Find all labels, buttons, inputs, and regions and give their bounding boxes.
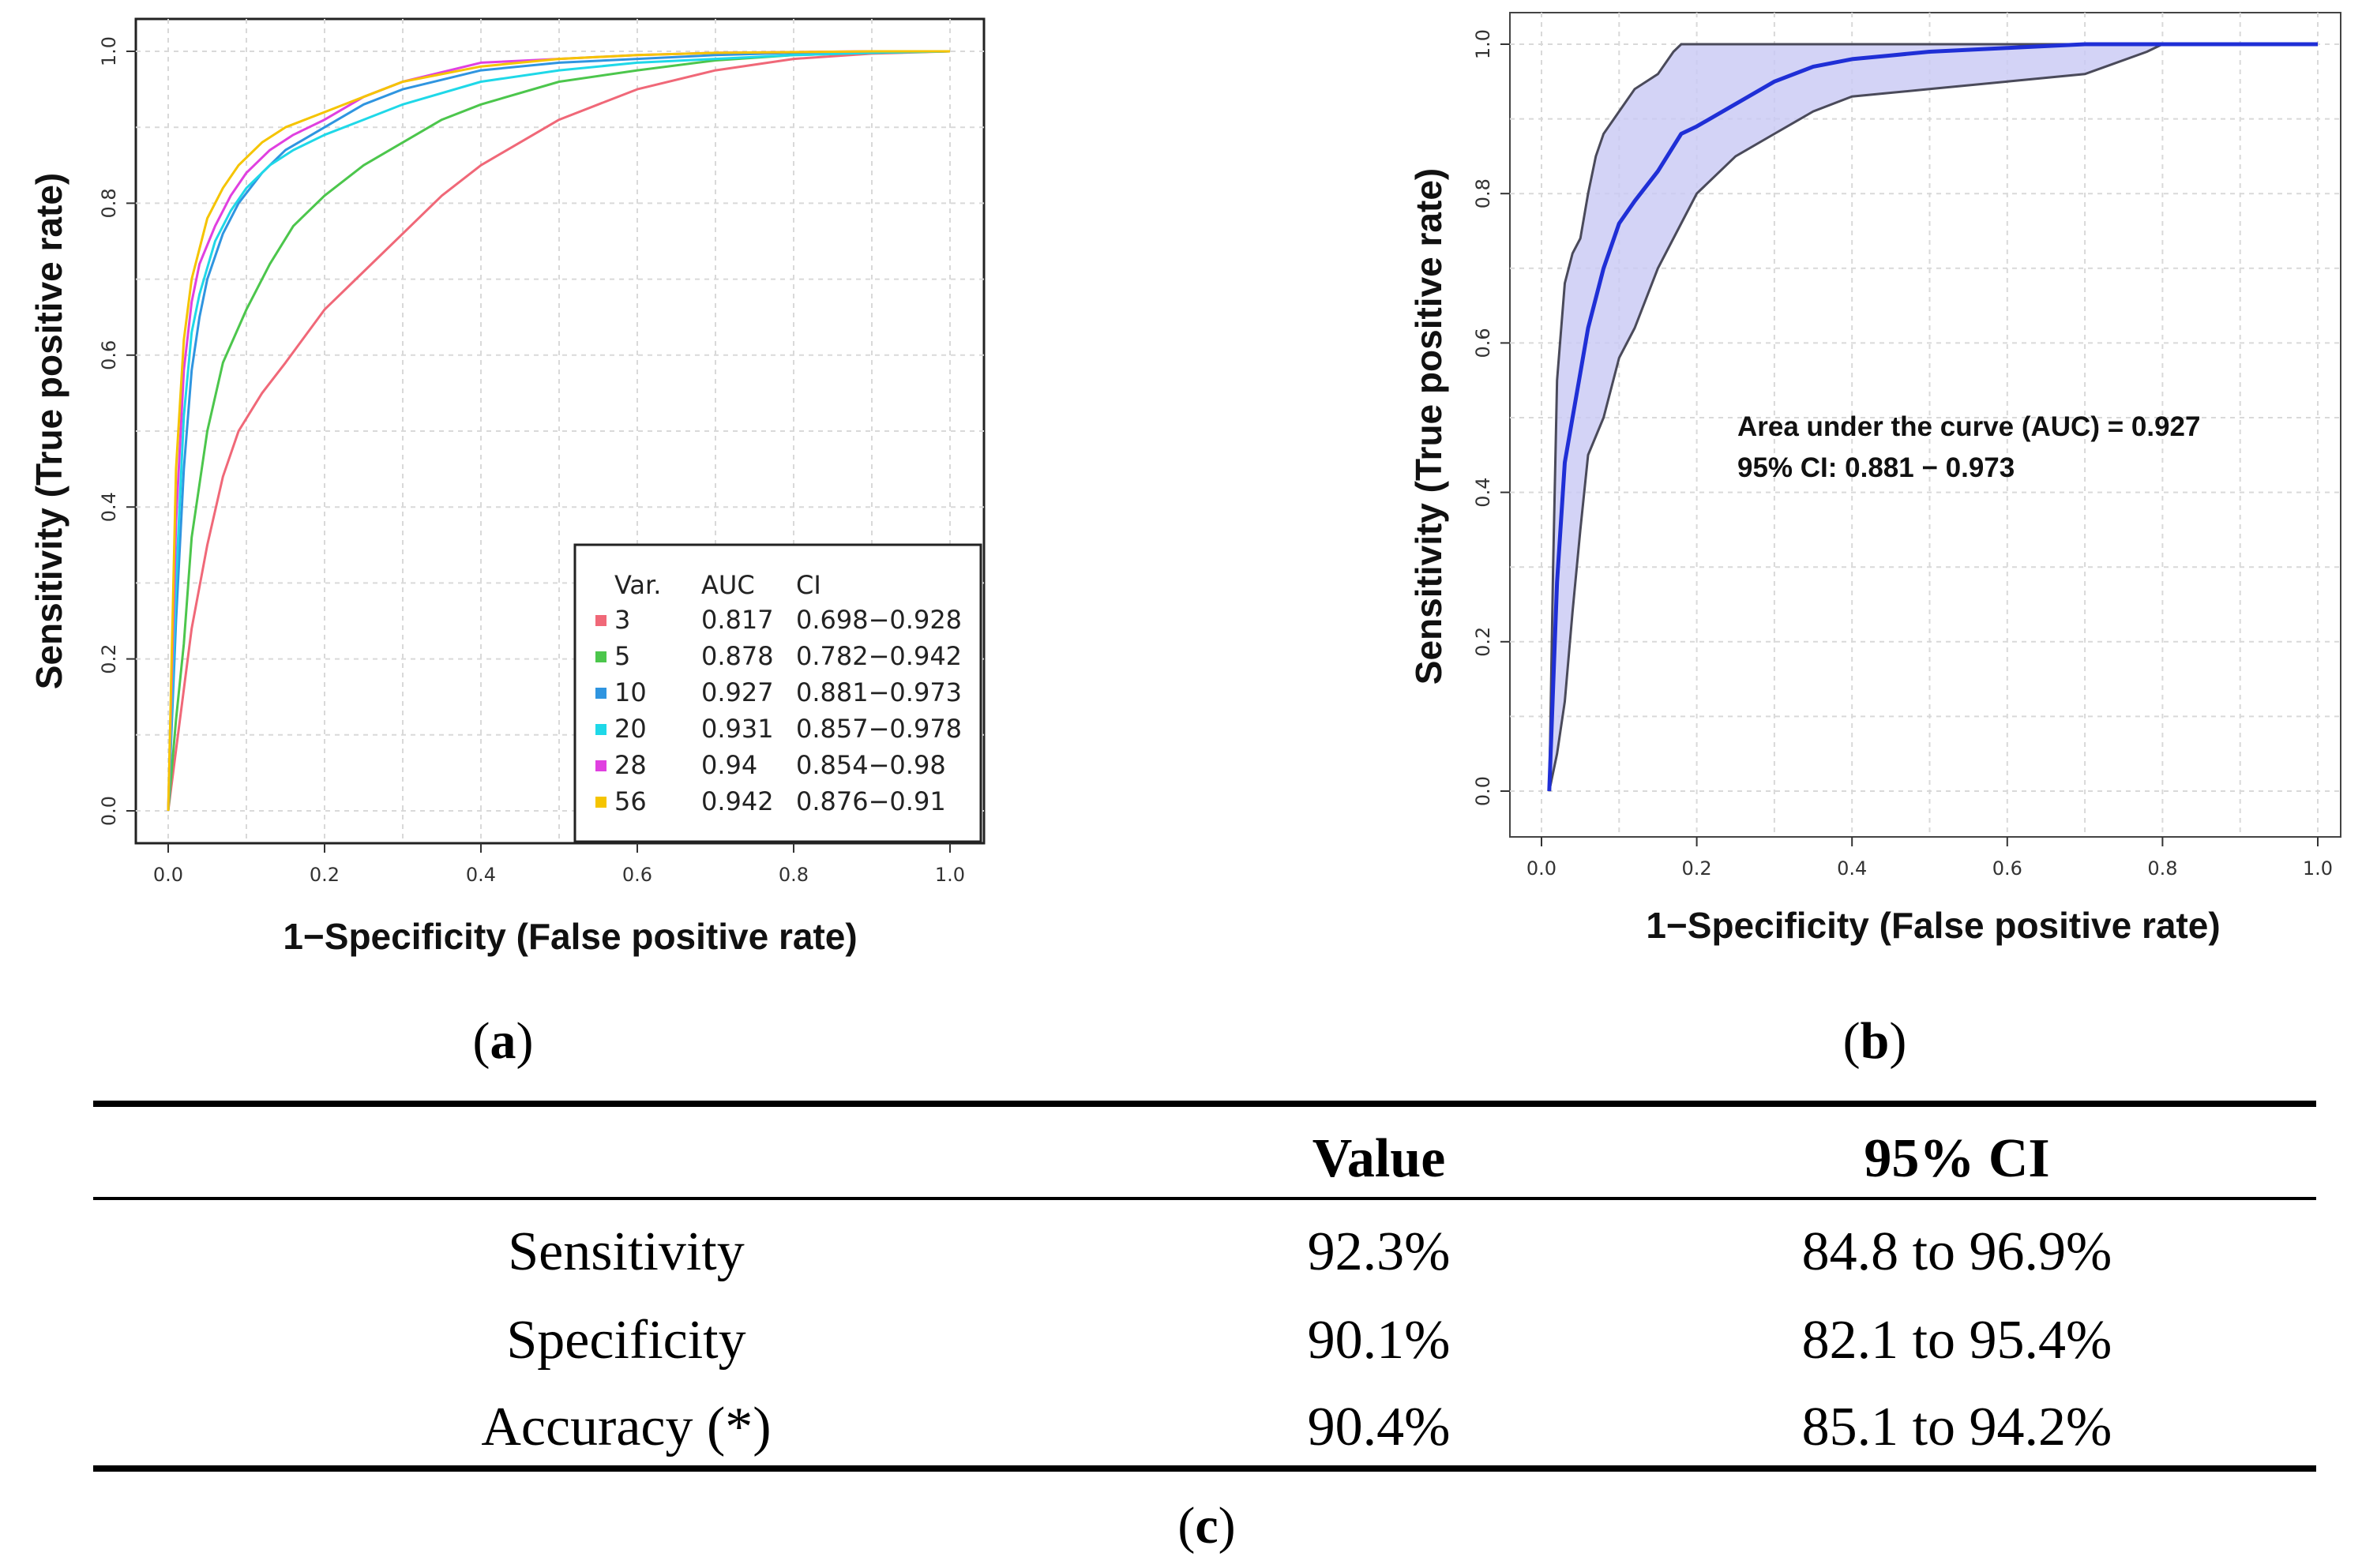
y-tick-label: 0.8 xyxy=(1472,178,1494,208)
panel-a-x-axis-label: 1−Specificity (False positive rate) xyxy=(283,916,857,957)
legend-var-3: 3 xyxy=(614,605,630,635)
panel-b-ticks: 0.0 0.2 0.4 0.6 0.8 1.0 0.0 0.2 0.4 0.6 0.8 1.0 xyxy=(1472,29,2333,880)
series-line-56 xyxy=(167,50,950,812)
legend-swatch-28 xyxy=(595,760,606,771)
legend-var-28: 28 xyxy=(614,750,647,780)
legend-ci-28: 0.854−0.98 xyxy=(796,750,946,780)
legend-auc-10: 0.927 xyxy=(701,677,774,707)
series-line-10 xyxy=(167,50,951,812)
panel-b-series xyxy=(1547,42,2318,792)
x-tick-label: 1.0 xyxy=(2303,857,2333,880)
y-tick-label: 0.2 xyxy=(98,644,120,674)
x-tick-label: 0.6 xyxy=(622,864,652,886)
table-row-accuracy-ci: 85.1 to 94.2% xyxy=(1802,1397,2112,1457)
legend-auc-20: 0.931 xyxy=(701,714,774,744)
y-tick-label: 1.0 xyxy=(1472,29,1494,59)
series-line-3 xyxy=(167,50,951,812)
panel-a-ticks: 0.0 0.2 0.4 0.6 0.8 1.0 0.0 0.2 0.4 0.6 0.8 1.0 xyxy=(98,36,965,886)
panel-b-ci-band xyxy=(1548,43,2318,792)
x-tick-label: 1.0 xyxy=(935,864,965,886)
x-tick-label: 0.0 xyxy=(153,864,183,886)
legend-swatch-3 xyxy=(595,615,606,626)
table-row-sensitivity-ci: 84.8 to 96.9% xyxy=(1802,1221,2112,1282)
y-tick-label: 0.0 xyxy=(1472,776,1494,806)
x-tick-label: 0.8 xyxy=(779,864,809,886)
legend-ci-10: 0.881−0.973 xyxy=(796,677,962,707)
table-row-specificity-ci: 82.1 to 95.4% xyxy=(1802,1310,2112,1371)
legend-ci-56: 0.876−0.91 xyxy=(796,786,946,816)
x-tick-label: 0.8 xyxy=(2147,857,2177,880)
legend-var-56: 56 xyxy=(614,786,647,816)
legend-header-auc: AUC xyxy=(701,570,755,600)
legend-swatch-20 xyxy=(595,724,606,735)
y-tick-label: 0.6 xyxy=(98,340,120,370)
legend-auc-3: 0.817 xyxy=(701,605,774,635)
table-row-sensitivity-value: 92.3% xyxy=(1308,1221,1451,1282)
legend-swatch-56 xyxy=(595,797,606,808)
table-row-sensitivity-label: Sensitivity xyxy=(508,1221,744,1282)
x-tick-label: 0.4 xyxy=(1837,857,1867,880)
legend-var-10: 10 xyxy=(614,677,647,707)
series-line xyxy=(1547,42,2318,792)
y-tick-label: 0.8 xyxy=(98,188,120,218)
panel-b-grid xyxy=(1510,13,2341,837)
legend-ci-3: 0.698−0.928 xyxy=(796,605,962,635)
legend-auc-5: 0.878 xyxy=(701,641,774,671)
panel-b-auc-annotation: Area under the curve (AUC) = 0.927 xyxy=(1737,411,2200,442)
table-row-specificity-value: 90.1% xyxy=(1308,1310,1451,1371)
legend-header-var: Var. xyxy=(614,570,661,600)
panel-a-series xyxy=(167,50,951,812)
y-tick-label: 0.2 xyxy=(1472,627,1494,657)
panel-b-chart: 0.0 0.2 0.4 0.6 0.8 1.0 0.0 0.2 0.4 0.6 0.8 1.0 Are… xyxy=(1408,12,2341,946)
legend-swatch-5 xyxy=(595,651,606,662)
panel-label-c: (c) xyxy=(1177,1497,1235,1555)
panel-a-y-axis-label: Sensitivity (True positive rate) xyxy=(28,173,69,689)
y-tick-label: 0.6 xyxy=(1472,328,1494,358)
x-tick-label: 0.4 xyxy=(466,864,496,886)
panel-b-ci-annotation: 95% CI: 0.881 − 0.973 xyxy=(1737,452,2015,483)
x-tick-label: 0.2 xyxy=(1682,857,1712,880)
table-header-value: Value xyxy=(1312,1128,1446,1189)
y-tick-label: 1.0 xyxy=(98,36,120,66)
table-row-accuracy-label: Accuracy (*) xyxy=(481,1397,771,1457)
legend-swatch-10 xyxy=(595,688,606,699)
panel-a-legend: Var. AUC CI 3 0.817 0.698−0.928 5 0.878 0.782… xyxy=(573,543,982,843)
series-line-20 xyxy=(167,50,951,812)
legend-header-ci: CI xyxy=(796,570,821,600)
y-tick-label: 0.4 xyxy=(98,492,120,522)
x-tick-label: 0.6 xyxy=(1992,857,2022,880)
panel-b-y-axis-label: Sensitivity (True positive rate) xyxy=(1408,168,1449,685)
legend-var-5: 5 xyxy=(614,641,630,671)
panel-label-b: (b) xyxy=(1843,1012,1907,1070)
panel-b-x-axis-label: 1−Specificity (False positive rate) xyxy=(1646,905,2220,946)
y-tick-label: 0.4 xyxy=(1472,478,1494,508)
legend-auc-28: 0.94 xyxy=(701,750,757,780)
legend-auc-56: 0.942 xyxy=(701,786,774,816)
x-tick-label: 0.0 xyxy=(1526,857,1557,880)
y-tick-label: 0.0 xyxy=(98,796,120,826)
panel-a-legend-box xyxy=(573,543,982,843)
legend-var-20: 20 xyxy=(614,714,647,744)
table-row-accuracy-value: 90.4% xyxy=(1308,1397,1451,1457)
x-tick-label: 0.2 xyxy=(310,864,340,886)
table-row-specificity-label: Specificity xyxy=(506,1310,745,1371)
series-line-5 xyxy=(167,50,951,812)
panel-label-a: (a) xyxy=(473,1012,534,1070)
legend-ci-20: 0.857−0.978 xyxy=(796,714,962,744)
legend-ci-5: 0.782−0.942 xyxy=(796,641,962,671)
panel-a-chart: 0.0 0.2 0.4 0.6 0.8 1.0 0.0 0.2 0.4 0.6 0.8 1.0 1−S… xyxy=(28,17,986,957)
results-table: Value 95% CI Sensitivity 92.3% 84.8 to 9… xyxy=(93,1101,2316,1472)
table-header-ci: 95% CI xyxy=(1864,1128,2049,1189)
